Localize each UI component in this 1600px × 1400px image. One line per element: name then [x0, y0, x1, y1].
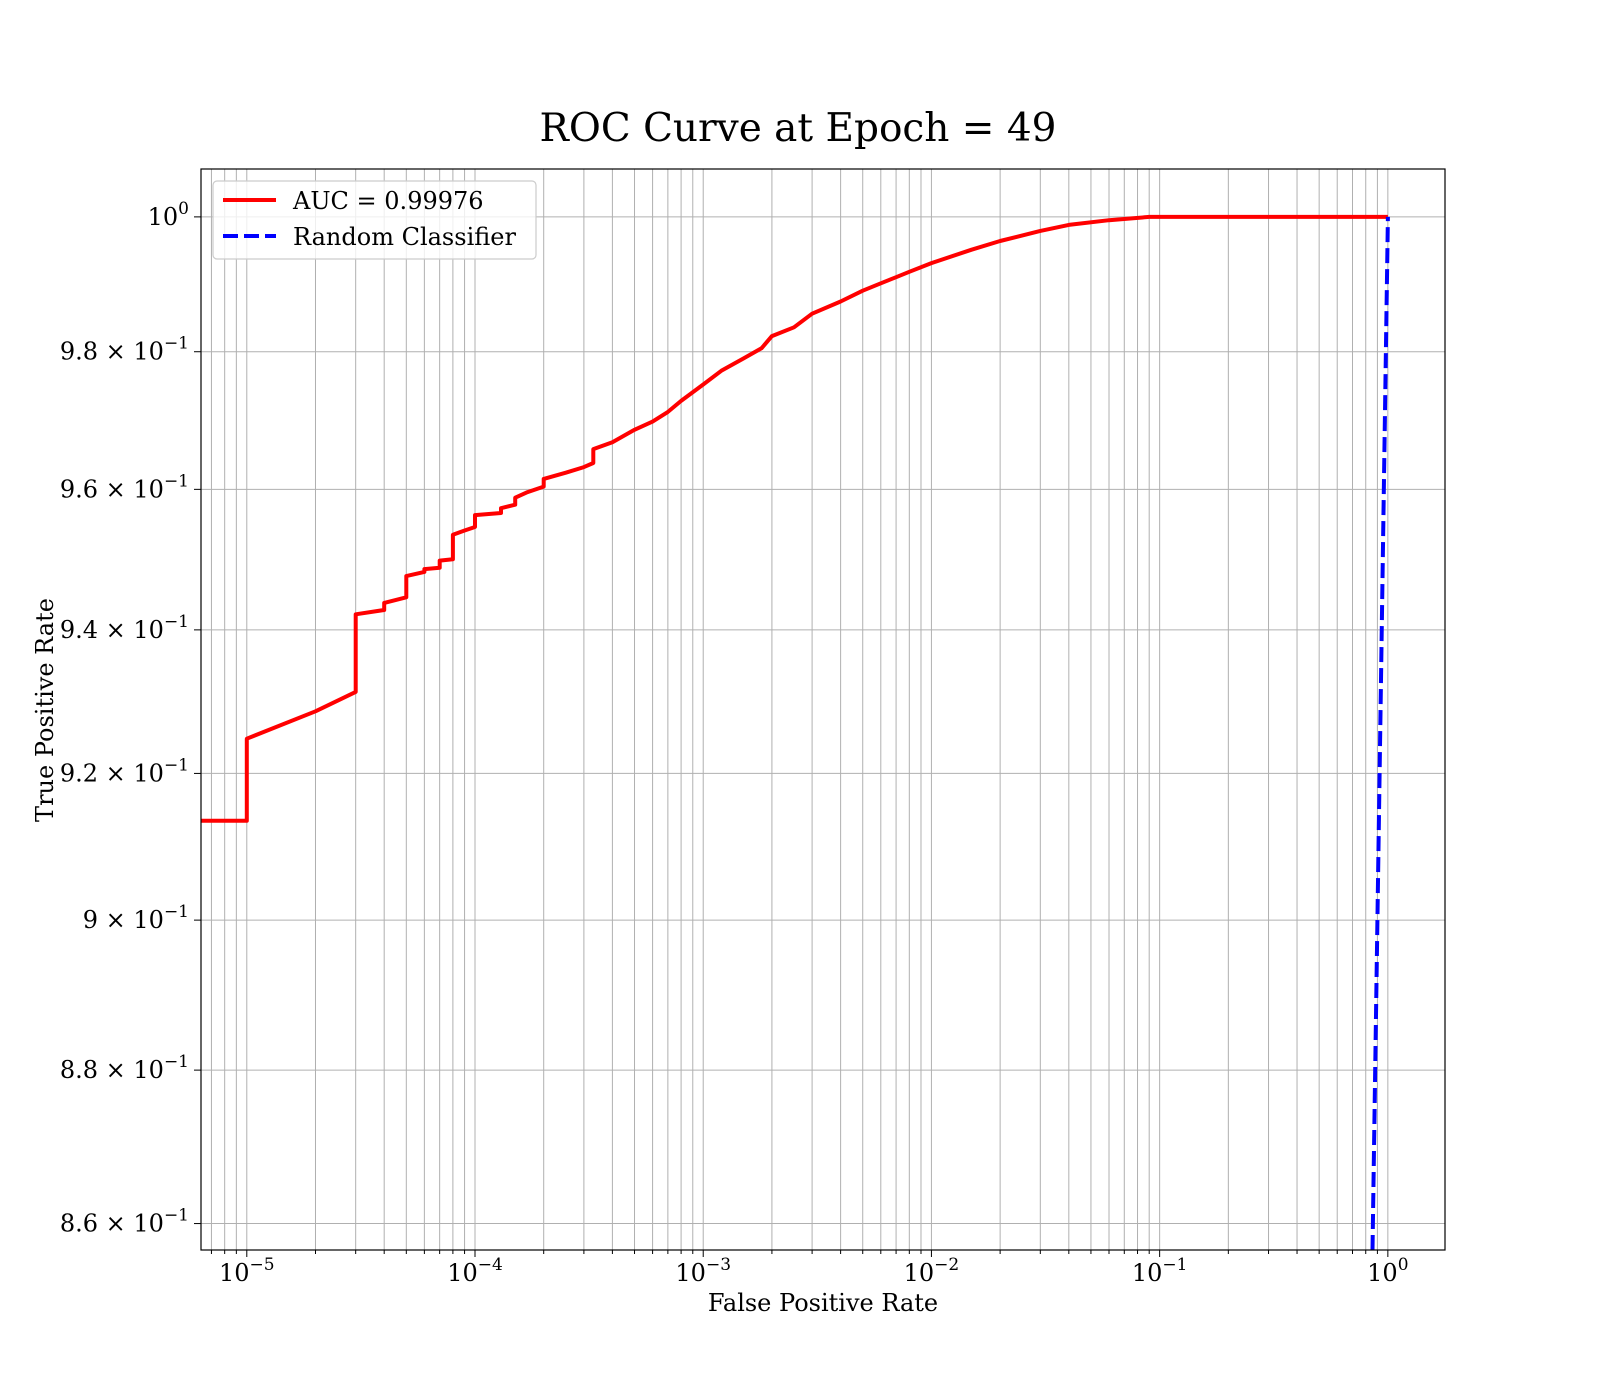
y-tick-label: 9.4 × 10−1 — [60, 612, 189, 644]
legend: AUC = 0.99976 Random Classifier — [212, 180, 537, 260]
y-tick-label: 8.8 × 10−1 — [60, 1052, 189, 1084]
legend-label-random: Random Classifier — [293, 223, 516, 251]
x-tick-label: 10−4 — [447, 1255, 503, 1287]
axis-ticks: 10−5 10−4 10−3 10−2 10−1 100 100 9.8 × 10−1 9.6 … — [60, 199, 1409, 1287]
roc-curve-line — [201, 214, 1388, 823]
legend-label-auc: AUC = 0.99976 — [292, 187, 484, 215]
y-tick-label: 8.6 × 10−1 — [60, 1206, 189, 1238]
x-tick-label: 10−2 — [904, 1255, 960, 1287]
x-tick-label: 100 — [1367, 1255, 1408, 1287]
x-tick-label: 10−3 — [675, 1255, 731, 1287]
grid — [201, 169, 1445, 1250]
y-tick-label: 9.6 × 10−1 — [60, 471, 189, 503]
x-tick-label: 10−5 — [219, 1255, 275, 1287]
y-tick-label: 9.2 × 10−1 — [60, 755, 189, 787]
legend-box — [212, 180, 537, 260]
y-tick-label: 9.8 × 10−1 — [60, 334, 189, 366]
series-lines — [201, 214, 1390, 1251]
random-classifier-line — [1370, 216, 1390, 1251]
x-axis-label: False Positive Rate — [708, 1289, 938, 1317]
chart-title: ROC Curve at Epoch = 49 — [540, 106, 1057, 151]
y-axis-label: True Positive Rate — [31, 598, 59, 822]
x-tick-label: 10−1 — [1132, 1255, 1188, 1287]
y-tick-label: 9 × 10−1 — [83, 902, 189, 934]
plot-frame — [200, 168, 1446, 1251]
y-tick-label: 100 — [148, 199, 189, 231]
